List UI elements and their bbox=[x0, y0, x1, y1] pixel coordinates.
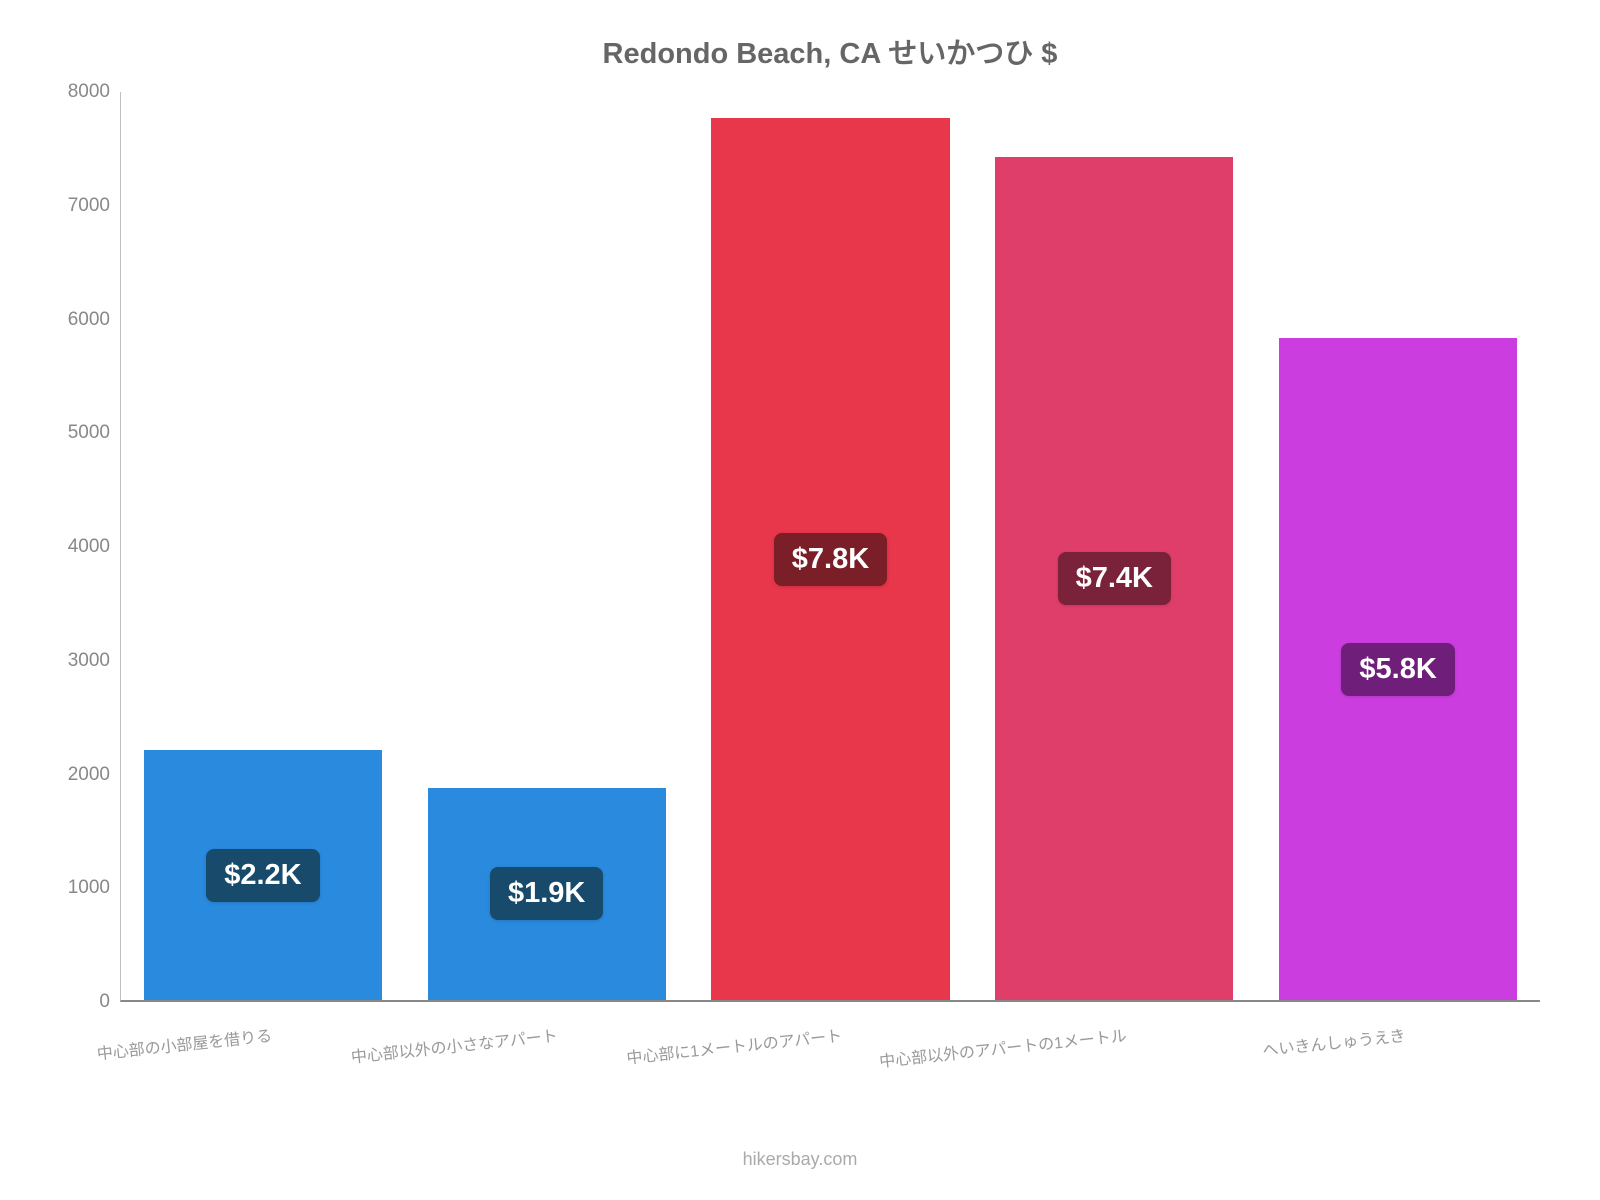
bar-slot: $5.8K bbox=[1256, 92, 1540, 1000]
bar-value-label: $5.8K bbox=[1341, 643, 1454, 696]
y-tick-label: 4000 bbox=[40, 536, 110, 558]
bar-value-label: $7.8K bbox=[774, 533, 887, 586]
y-tick-label: 7000 bbox=[40, 195, 110, 217]
bar: $1.9K bbox=[428, 788, 666, 1000]
bar: $2.2K bbox=[144, 750, 382, 1000]
y-tick-label: 0 bbox=[40, 991, 110, 1013]
bar: $7.8K bbox=[711, 118, 949, 1000]
plot-area: $2.2K$1.9K$7.8K$7.4K$5.8K 中心部の小部屋を借りる中心部… bbox=[120, 92, 1540, 1002]
bar-slot: $7.4K bbox=[972, 92, 1256, 1000]
x-tick-label: 中心部以外のアパートの1メートル bbox=[878, 1022, 1128, 1072]
bar: $7.4K bbox=[995, 157, 1233, 1000]
y-tick-label: 8000 bbox=[40, 81, 110, 103]
bar-slot: $2.2K bbox=[121, 92, 405, 1000]
bar-value-label: $2.2K bbox=[206, 849, 319, 902]
x-tick-label: へいきんしゅうえき bbox=[1261, 1022, 1406, 1061]
y-axis: 010002000300040005000600070008000 bbox=[40, 92, 110, 1002]
bar-value-label: $1.9K bbox=[490, 867, 603, 920]
plot-wrap: 010002000300040005000600070008000 $2.2K$… bbox=[120, 92, 1540, 1032]
bar-value-label: $7.4K bbox=[1058, 552, 1171, 605]
chart-title: Redondo Beach, CA せいかつひ $ bbox=[100, 30, 1560, 72]
y-tick-label: 6000 bbox=[40, 309, 110, 331]
y-tick-label: 3000 bbox=[40, 650, 110, 672]
y-tick-label: 5000 bbox=[40, 422, 110, 444]
x-tick-label: 中心部以外の小さなアパート bbox=[349, 1022, 558, 1068]
attribution-text: hikersbay.com bbox=[0, 1149, 1600, 1170]
bar-slot: $1.9K bbox=[405, 92, 689, 1000]
bar-slot: $7.8K bbox=[689, 92, 973, 1000]
y-tick-label: 1000 bbox=[40, 877, 110, 899]
x-tick-label: 中心部の小部屋を借りる bbox=[95, 1022, 273, 1064]
chart-container: Redondo Beach, CA せいかつひ $ 01000200030004… bbox=[0, 0, 1600, 1200]
bar: $5.8K bbox=[1279, 338, 1517, 1000]
bars-group: $2.2K $1.9K $7.8K $7.4K $5.8K bbox=[121, 92, 1540, 1000]
x-tick-label: 中心部に1メートルのアパート bbox=[625, 1022, 843, 1069]
y-tick-label: 2000 bbox=[40, 764, 110, 786]
